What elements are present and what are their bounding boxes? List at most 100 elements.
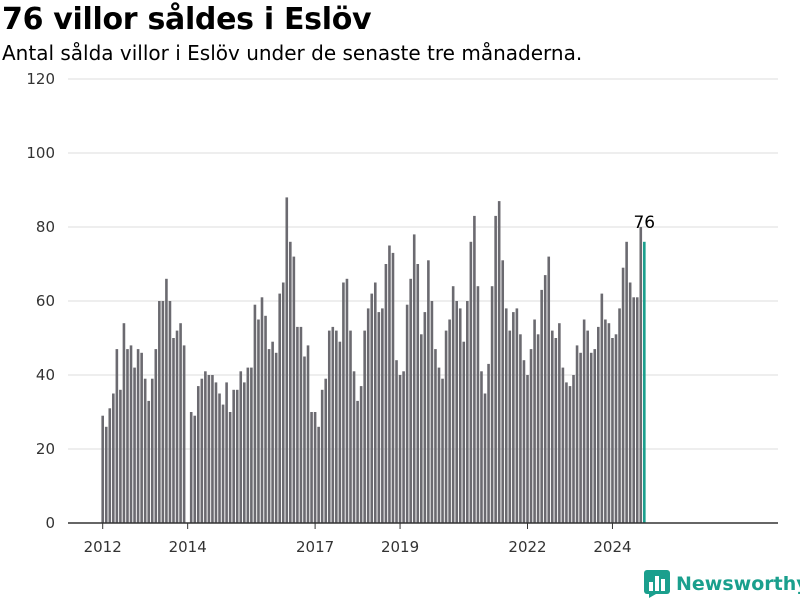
bar xyxy=(232,389,235,523)
bar xyxy=(600,293,604,523)
bar xyxy=(274,352,278,523)
bar xyxy=(462,341,466,523)
bar xyxy=(296,326,299,523)
bar xyxy=(306,345,310,523)
bar xyxy=(515,308,519,523)
bar xyxy=(582,319,586,523)
bar xyxy=(143,378,147,523)
bar xyxy=(200,378,204,523)
bar xyxy=(218,393,221,523)
bar xyxy=(391,252,395,523)
y-tick-label: 120 xyxy=(26,70,55,88)
bar xyxy=(540,289,543,523)
bar xyxy=(416,264,420,523)
bar xyxy=(420,334,423,523)
bar xyxy=(565,382,568,523)
bar xyxy=(381,308,384,523)
bar xyxy=(165,278,168,523)
bar xyxy=(412,234,416,523)
bar xyxy=(533,319,536,523)
bar xyxy=(448,319,451,523)
bar xyxy=(112,393,115,523)
bar xyxy=(161,301,165,523)
bar xyxy=(136,349,140,523)
bar xyxy=(519,334,522,523)
bar xyxy=(115,349,119,523)
bar xyxy=(529,349,533,523)
bar xyxy=(504,308,508,523)
bar xyxy=(508,330,512,523)
bar xyxy=(317,426,320,523)
bar xyxy=(104,426,108,523)
bar xyxy=(536,334,540,523)
bar xyxy=(292,256,296,523)
bar xyxy=(182,345,186,523)
bar xyxy=(398,375,402,523)
bar xyxy=(579,352,582,523)
bar xyxy=(168,301,172,523)
bar xyxy=(366,308,370,523)
bar xyxy=(370,293,374,523)
bar xyxy=(526,375,529,523)
bar xyxy=(437,367,441,523)
bar xyxy=(253,304,257,523)
bar xyxy=(586,330,589,523)
bar xyxy=(444,330,448,523)
bar xyxy=(384,264,388,523)
y-tick-label: 60 xyxy=(36,292,55,310)
bar xyxy=(126,349,129,523)
bar xyxy=(427,260,430,523)
y-tick-label: 20 xyxy=(36,440,55,458)
bar xyxy=(423,312,427,523)
bar xyxy=(476,286,480,523)
bar xyxy=(225,382,228,523)
bar xyxy=(614,334,618,523)
bar xyxy=(228,412,232,523)
bar xyxy=(342,282,345,523)
bar xyxy=(299,326,303,523)
bar xyxy=(320,389,324,523)
bar xyxy=(441,378,444,523)
bar xyxy=(480,371,483,523)
bar xyxy=(625,241,628,524)
y-tick-label: 80 xyxy=(36,218,55,236)
bar xyxy=(313,412,317,523)
bar xyxy=(211,375,214,523)
bar xyxy=(473,215,476,523)
bar xyxy=(434,349,437,523)
y-tick-label: 100 xyxy=(26,144,55,162)
bar xyxy=(572,375,575,523)
x-tick-label: 2022 xyxy=(508,538,546,556)
bar xyxy=(331,326,335,523)
bar xyxy=(172,338,175,523)
bar xyxy=(175,330,179,523)
bar xyxy=(409,278,412,523)
bar xyxy=(179,323,182,523)
bar xyxy=(458,308,462,523)
bar xyxy=(140,352,143,523)
bar xyxy=(522,360,526,523)
bar xyxy=(639,227,643,523)
bar xyxy=(635,297,639,523)
bar xyxy=(561,367,565,523)
chart-title: 76 villor såldes i Eslöv xyxy=(2,2,372,37)
bar-latest xyxy=(643,241,646,524)
bar xyxy=(490,286,494,523)
bar xyxy=(405,304,409,523)
bar xyxy=(101,415,104,523)
bar xyxy=(373,282,377,523)
bar xyxy=(303,356,306,523)
chart-subtitle: Antal sålda villor i Eslöv under de sena… xyxy=(2,41,583,65)
bar xyxy=(281,282,285,523)
bar xyxy=(494,215,497,523)
bar xyxy=(278,293,281,523)
bar xyxy=(335,330,338,523)
bar xyxy=(589,352,593,523)
newsworthy-logo: Newsworthy xyxy=(644,570,800,598)
bar xyxy=(451,286,455,523)
bar-chart-logo-icon xyxy=(644,570,670,598)
bar xyxy=(147,400,151,523)
bar xyxy=(597,326,600,523)
y-tick-label: 40 xyxy=(36,366,55,384)
bar xyxy=(150,378,154,523)
